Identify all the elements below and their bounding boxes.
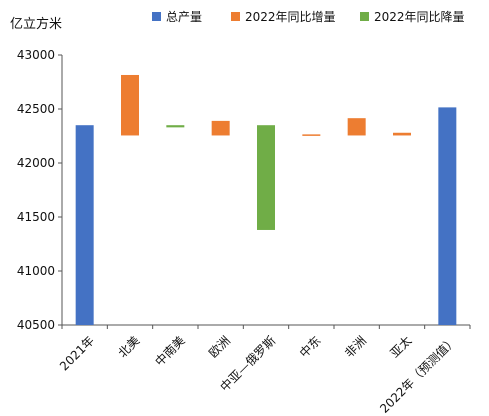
y-tick-label: 40500 <box>17 318 55 332</box>
legend-label-0: 总产量 <box>166 10 202 24</box>
bar-3 <box>211 120 230 136</box>
x-category-label: 2021年 <box>57 333 97 373</box>
y-tick-label: 42000 <box>17 156 55 170</box>
x-category-label: 2022年（预测值） <box>377 333 460 416</box>
bar-4 <box>257 125 275 230</box>
y-axis-unit-label: 亿立方米 <box>10 16 62 32</box>
legend-label-1: 2022年同比增量 <box>245 10 336 24</box>
bar-8 <box>438 107 457 325</box>
legend-swatch-2 <box>360 12 369 21</box>
x-category-label: 欧洲 <box>206 333 233 360</box>
y-tick-label: 42500 <box>17 102 55 116</box>
bar-5 <box>302 134 321 136</box>
x-category-label: 北美 <box>115 333 142 360</box>
bar-6 <box>347 118 366 136</box>
legend-swatch-1 <box>231 12 240 21</box>
bar-7 <box>393 132 411 136</box>
x-category-label: 非洲 <box>342 333 369 360</box>
x-category-label: 亚太 <box>387 333 415 361</box>
y-tick-label: 41000 <box>17 264 55 278</box>
bar-0 <box>75 125 94 325</box>
y-tick-label: 41500 <box>17 210 55 224</box>
y-tick-label: 43000 <box>17 48 55 62</box>
x-category-label: 中东 <box>296 333 324 361</box>
x-category-label: 中南美 <box>152 333 188 369</box>
legend-label-2: 2022年同比降量 <box>374 10 465 24</box>
bar-2 <box>166 125 185 128</box>
legend-swatch-0 <box>152 12 161 21</box>
bar-1 <box>121 74 139 136</box>
